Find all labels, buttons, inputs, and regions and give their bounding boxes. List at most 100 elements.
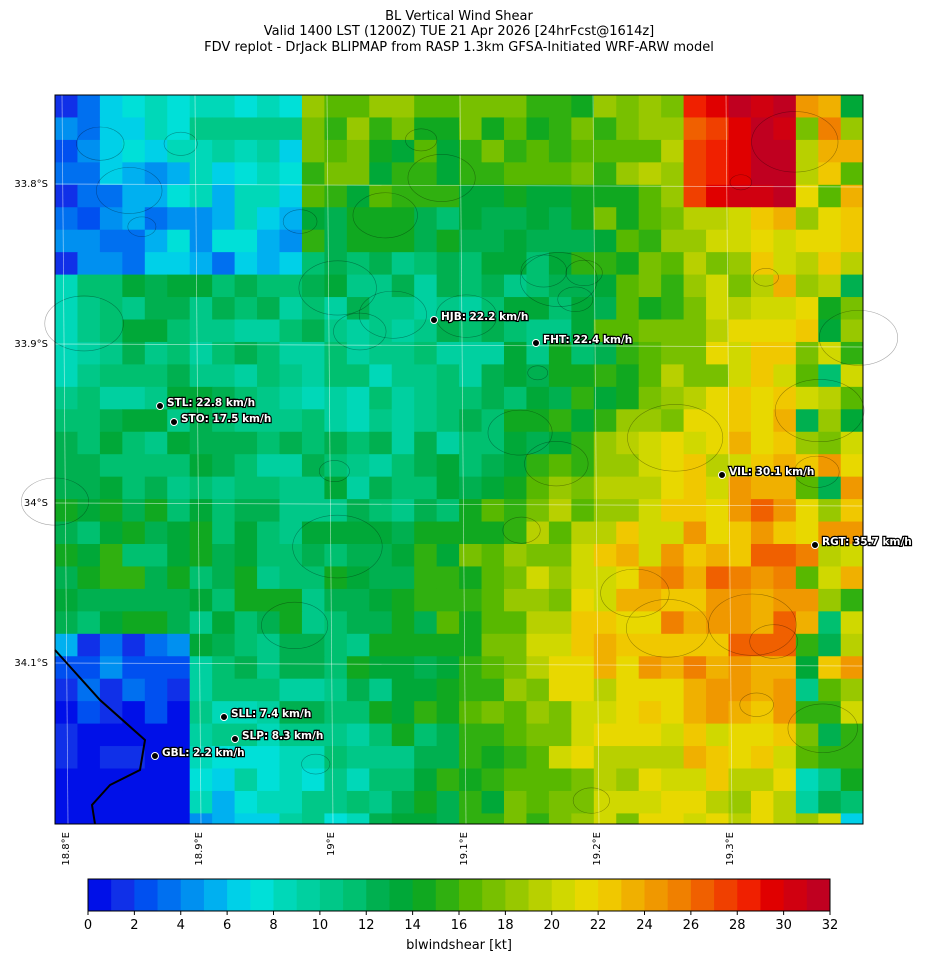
grid-cell: [324, 723, 348, 747]
grid-cell: [346, 723, 370, 747]
grid-cell: [99, 566, 123, 590]
grid-cell: [773, 252, 797, 276]
grid-cell: [481, 207, 505, 231]
colorbar-tick-label: 4: [177, 918, 185, 933]
grid-cell: [593, 454, 617, 478]
grid-cell: [548, 95, 572, 118]
grid-cell: [773, 454, 797, 478]
grid-cell: [795, 95, 819, 118]
grid-cell: [661, 95, 685, 118]
grid-cell: [750, 95, 774, 118]
grid-cell: [526, 297, 550, 320]
grid-cell: [301, 588, 325, 612]
grid-cell: [750, 701, 774, 725]
grid-cell: [571, 95, 595, 118]
grid-cell: [638, 678, 662, 702]
terrain-contour: [774, 379, 865, 442]
grid-cell: [55, 431, 78, 455]
grid-cell: [481, 229, 505, 253]
grid-cell: [818, 476, 842, 500]
grid-cell: [750, 364, 774, 388]
grid-cell: [324, 297, 348, 320]
grid-cell: [234, 252, 258, 276]
grid-cell: [279, 566, 303, 590]
grid-cell: [414, 701, 438, 725]
grid-cell: [189, 790, 213, 814]
grid-cell: [279, 162, 303, 186]
terrain-contour: [502, 516, 541, 544]
grid-cell: [459, 341, 483, 365]
grid-cell: [683, 723, 707, 747]
grid-cell: [167, 544, 191, 567]
grid-cell: [436, 566, 460, 590]
grid-cell: [795, 723, 819, 747]
grid-cell: [369, 95, 393, 118]
grid-cell: [459, 566, 483, 590]
grid-cell: [55, 723, 78, 747]
grid-cell: [436, 611, 460, 635]
grid-cell: [481, 588, 505, 612]
grid-cell: [324, 521, 348, 545]
colorbar-segment: [783, 879, 808, 911]
grid-cell: [212, 139, 236, 163]
grid-cell: [504, 319, 527, 343]
grid-cell: [481, 139, 505, 163]
grid-cell: [55, 364, 78, 388]
grid-cell: [459, 768, 483, 792]
grid-cell: [167, 454, 191, 478]
grid-cell: [301, 701, 325, 725]
grid-cell: [773, 499, 797, 523]
grid-cell: [212, 409, 236, 433]
grid-cell: [706, 633, 729, 657]
terrain-contour: [752, 268, 779, 287]
grid-cell: [414, 813, 438, 824]
grid-cell: [661, 117, 685, 141]
grid-cell: [548, 790, 572, 814]
grid-cell: [459, 274, 483, 298]
grid-cell: [616, 544, 640, 567]
grid-cell: [144, 229, 168, 253]
colorbar-segment: [644, 879, 669, 911]
grid-cell: [728, 95, 752, 118]
station-marker: [170, 418, 178, 426]
grid-cell: [661, 521, 685, 545]
grid-cell: [616, 162, 640, 186]
grid-cell: [616, 566, 640, 590]
grid-cell: [818, 588, 842, 612]
grid-cell: [99, 813, 123, 824]
colorbar-segment: [343, 879, 367, 911]
grid-cell: [840, 162, 863, 186]
grid-cell: [459, 790, 483, 814]
grid-cell: [436, 431, 460, 455]
grid-cell: [167, 476, 191, 500]
grid-cell: [414, 454, 438, 478]
grid-cell: [728, 521, 752, 545]
grid-cell: [436, 297, 460, 320]
grid-cell: [257, 319, 280, 343]
grid-cell: [414, 790, 438, 814]
grid-cell: [189, 723, 213, 747]
grid-cell: [257, 252, 280, 276]
grid-cell: [504, 701, 527, 725]
grid-cell: [144, 252, 168, 276]
grid-cell: [548, 566, 572, 590]
grid-cell: [436, 409, 460, 433]
grid-cell: [706, 117, 729, 141]
grid-cell: [391, 409, 415, 433]
grid-cell: [189, 521, 213, 545]
grid-cell: [750, 431, 774, 455]
grid-cell: [526, 611, 550, 635]
colorbar-segment: [134, 879, 158, 911]
grid-cell: [818, 768, 842, 792]
grid-cell: [571, 476, 595, 500]
grid-cell: [414, 274, 438, 298]
grid-cell: [279, 184, 303, 208]
grid-cell: [840, 319, 863, 343]
grid-cell: [504, 117, 527, 141]
grid-cell: [795, 319, 819, 343]
station-label: RGT: 35.7 km/h: [822, 536, 912, 548]
grid-cell: [548, 229, 572, 253]
grid-cell: [55, 476, 78, 500]
grid-cell: [279, 229, 303, 253]
grid-cell: [459, 184, 483, 208]
